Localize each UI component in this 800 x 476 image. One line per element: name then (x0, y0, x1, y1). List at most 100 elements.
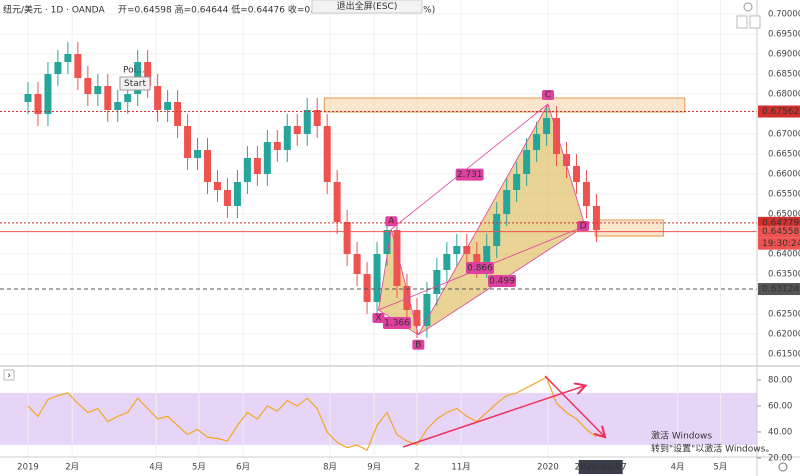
candle-body (273, 142, 281, 150)
x-tick-label: 2020 (537, 463, 559, 473)
y-tick-label: 0.64000 (768, 250, 800, 260)
y-tick-label: 0.62500 (768, 310, 800, 320)
candle-body (293, 126, 301, 134)
rsi-tick-label: 60.00 (768, 401, 792, 411)
candle-body (353, 254, 361, 274)
candle-body (194, 150, 202, 158)
candle-body (94, 86, 102, 94)
candle-body (582, 182, 590, 206)
pattern-point (412, 339, 425, 350)
pattern-point (372, 313, 385, 323)
x-tick-label: 2月 (65, 463, 79, 473)
candle-body (423, 294, 431, 326)
trend-arrow (402, 386, 584, 448)
candle-body (213, 182, 221, 190)
pattern-point-label: D (580, 222, 587, 232)
ratio-box (488, 275, 516, 287)
y-tick-label: 0.69500 (768, 30, 800, 40)
collapse-icon: › (7, 371, 11, 381)
candle-body (433, 270, 441, 294)
pattern-point (385, 216, 398, 227)
x-tick-label: 4月 (671, 463, 685, 473)
candle-body (184, 126, 192, 158)
candle-body (164, 102, 172, 110)
candle-body (84, 78, 92, 94)
candle-body (383, 230, 391, 254)
y-tick-label: 0.61500 (768, 350, 800, 360)
pattern-point-label: C (545, 91, 551, 101)
x-tick-label: 2019 (17, 463, 39, 473)
rsi-tick-label: 40.00 (768, 427, 792, 437)
candle-body (463, 246, 471, 254)
candle-body (64, 54, 72, 62)
candle-body (333, 182, 341, 222)
price-tag-label: 0.64558 (762, 227, 799, 237)
x-tick-label: 11月 (451, 463, 470, 473)
price-pane: X A B C D 2.731 0.866 0.499 1.366 (0, 0, 757, 455)
candle-body (473, 254, 481, 266)
candle-body (592, 206, 600, 230)
candle-body (54, 62, 62, 74)
pattern-point (577, 221, 590, 231)
candle-body (313, 110, 321, 126)
candle-body (283, 126, 291, 150)
candle-body (523, 150, 531, 174)
y-tick-label: 0.70000 (768, 10, 800, 20)
pattern-leg (391, 103, 549, 230)
candle-body (124, 94, 132, 102)
clock-label: 19:30:24 (762, 239, 800, 249)
y-tick-label: 0.66500 (768, 150, 800, 160)
price-tag-label: 0.67562 (762, 107, 799, 117)
candle-body (453, 246, 461, 254)
rsi-band (0, 392, 757, 445)
x-tick-label: 5月 (713, 463, 727, 473)
candle-body (343, 222, 351, 254)
watermark: 激活 Windows (651, 430, 712, 442)
candle-body (572, 166, 580, 182)
candle-body (413, 310, 421, 326)
exit-fullscreen[interactable] (311, 0, 423, 14)
candle-body (144, 62, 152, 86)
y-tick-label: 0.63500 (768, 270, 800, 280)
candle-body (24, 94, 32, 102)
watermark: 转到"设置"以激活 Windows。 (651, 443, 774, 455)
start-button[interactable] (119, 76, 151, 91)
price-tag-label: 0.64779 (762, 218, 799, 228)
ratio-label: 2.731 (457, 170, 483, 180)
pattern-leg (547, 103, 586, 227)
x-tick-label: 4月 (149, 463, 163, 473)
candle-body (493, 214, 501, 246)
info-icon (743, 2, 753, 12)
pattern-point-label: X (375, 314, 381, 324)
x-tick-label: 2 (414, 463, 419, 473)
candle-body (114, 102, 122, 110)
candle-body (323, 126, 331, 182)
candle-body (443, 254, 451, 270)
ratio-label: 0.499 (489, 277, 515, 287)
y-tick-label: 0.67000 (768, 130, 800, 140)
ratio-label: 0.866 (467, 264, 493, 274)
settings-button[interactable] (749, 15, 761, 29)
y-tick-label: 0.65500 (768, 190, 800, 200)
pattern-leg (390, 229, 419, 335)
price-tag (758, 283, 800, 296)
pattern-leg (378, 229, 392, 311)
scroll-button[interactable] (736, 15, 748, 29)
y-tick-label: 0.62000 (768, 330, 800, 340)
price-tag (758, 105, 800, 118)
pattern-leg (418, 103, 549, 335)
candle-body (233, 182, 241, 206)
rsi-tick-label: 20.00 (768, 453, 792, 463)
exit-fullscreen-label: 退出全屏(ESC) (337, 0, 398, 12)
candle-body (553, 118, 561, 154)
candle-body (483, 246, 491, 266)
y-tick-label: 0.68500 (768, 70, 800, 80)
candle-body (533, 134, 541, 150)
ratio-label: 1.366 (384, 319, 410, 329)
settings-icon[interactable] (778, 462, 788, 472)
candle-body (104, 86, 112, 110)
price-tag (758, 225, 800, 238)
collapse-button[interactable] (3, 369, 15, 381)
target-zone (323, 97, 686, 113)
tool-label: Poi... (123, 66, 145, 76)
